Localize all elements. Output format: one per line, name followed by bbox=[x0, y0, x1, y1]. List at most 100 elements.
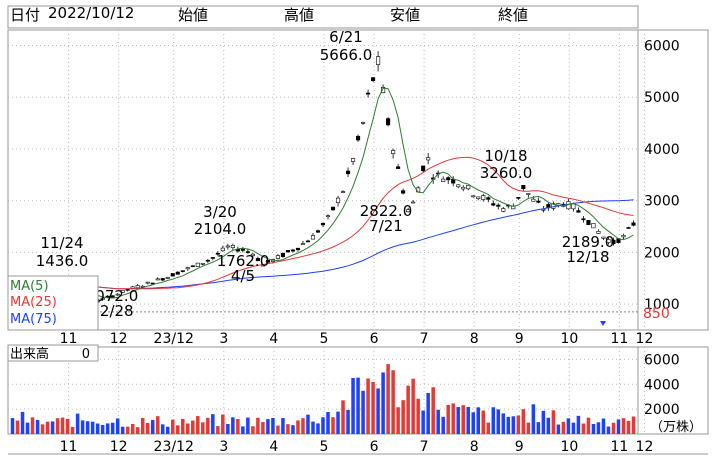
candle-body bbox=[300, 243, 306, 245]
volume-bar bbox=[211, 414, 215, 434]
volume-header-box bbox=[7, 344, 99, 362]
volume-bar bbox=[186, 423, 190, 434]
header-date-value: 2022/10/12 bbox=[48, 4, 135, 22]
volume-bar bbox=[511, 416, 516, 434]
annotation-date: 10/18 bbox=[484, 147, 527, 165]
volume-bar bbox=[90, 421, 95, 434]
volume-bar bbox=[216, 426, 220, 434]
volume-bar bbox=[261, 422, 265, 434]
candle-body bbox=[486, 197, 491, 200]
x-tick-label: 5 bbox=[319, 331, 328, 347]
ma75-line bbox=[72, 199, 634, 290]
annotation-date: 7/21 bbox=[369, 217, 403, 235]
volume-bar bbox=[160, 424, 165, 434]
volume-bar bbox=[45, 421, 50, 434]
candle-body bbox=[120, 289, 125, 293]
candle-body bbox=[305, 240, 311, 243]
candle-body bbox=[601, 236, 606, 239]
volume-bar bbox=[376, 388, 380, 434]
price-axis-frame bbox=[637, 29, 709, 331]
candle-body bbox=[215, 252, 220, 255]
candle-body bbox=[100, 297, 105, 300]
volume-bar bbox=[60, 417, 65, 434]
volume-bar bbox=[361, 390, 365, 434]
volume-bar bbox=[155, 416, 160, 434]
candle-body bbox=[576, 210, 581, 213]
volume-bar bbox=[266, 419, 270, 434]
volume-bar bbox=[196, 416, 200, 434]
candle-body bbox=[290, 249, 296, 252]
volume-bar bbox=[406, 385, 410, 434]
y-tick-label: 4000 bbox=[644, 142, 680, 158]
annotation-date: 4/5 bbox=[231, 267, 255, 285]
volume-bar bbox=[491, 407, 496, 434]
volume-bar bbox=[516, 415, 521, 434]
candle-body bbox=[481, 195, 486, 200]
volume-bar bbox=[10, 418, 15, 434]
header-open-label: 始値 bbox=[178, 6, 209, 24]
volume-bar bbox=[150, 419, 155, 434]
reference-label: 850 bbox=[643, 306, 670, 322]
annotation-value: 2104.0 bbox=[194, 220, 247, 238]
x-tick-label-bottom: 5 bbox=[319, 439, 328, 455]
x-tick-label-bottom: 8 bbox=[470, 439, 479, 455]
volume-unit: （万株） bbox=[650, 420, 702, 435]
volume-bar bbox=[496, 409, 501, 434]
volume-bar bbox=[396, 407, 400, 434]
volume-bar bbox=[591, 423, 596, 434]
volume-bar bbox=[176, 425, 180, 434]
volume-bar bbox=[135, 427, 140, 434]
volume-bar bbox=[40, 424, 45, 434]
volume-bar bbox=[140, 417, 145, 434]
volume-bar bbox=[241, 426, 245, 434]
candle-body bbox=[165, 276, 170, 279]
volume-bar bbox=[70, 426, 75, 434]
volume-bar bbox=[221, 414, 225, 434]
candle-body bbox=[606, 239, 611, 243]
candle-body bbox=[315, 230, 321, 233]
candle-body bbox=[250, 253, 255, 257]
candle-body bbox=[621, 235, 626, 238]
volume-bar bbox=[281, 418, 285, 434]
candle-body bbox=[516, 197, 521, 199]
volume-bar bbox=[416, 398, 420, 434]
volume-bar bbox=[381, 372, 385, 434]
y-tick-label: 2000 bbox=[644, 245, 680, 261]
volume-bar bbox=[616, 419, 621, 434]
y-tick-label: 1000 bbox=[644, 297, 680, 313]
volume-value: 0 bbox=[82, 347, 90, 362]
candle-body bbox=[220, 247, 225, 252]
volume-bar bbox=[441, 416, 445, 434]
x-tick-label-bottom: 7 bbox=[420, 439, 429, 455]
x-tick-label: 11 bbox=[60, 331, 78, 347]
volume-bar bbox=[581, 423, 586, 434]
volume-bar bbox=[231, 417, 235, 434]
volume-bar bbox=[401, 400, 405, 434]
volume-bar bbox=[366, 378, 370, 434]
volume-bar bbox=[421, 410, 425, 434]
volume-bar bbox=[296, 420, 300, 434]
volume-label: 出来高 bbox=[10, 346, 49, 362]
candle-body bbox=[240, 248, 245, 251]
candle-body bbox=[381, 86, 386, 94]
y-tick-label: 5000 bbox=[644, 90, 680, 106]
header-date-label: 日付 bbox=[10, 6, 41, 24]
volume-bar bbox=[521, 409, 526, 434]
ma5-legend: MA(5) bbox=[10, 279, 49, 294]
volume-bar bbox=[426, 392, 430, 434]
candle-body bbox=[340, 191, 346, 193]
candle-body bbox=[295, 247, 301, 251]
volume-bar bbox=[271, 418, 275, 434]
candle-body bbox=[330, 206, 336, 211]
candle-body bbox=[135, 285, 140, 289]
annotation-value: 1072.0 bbox=[86, 287, 139, 305]
candle-body bbox=[456, 184, 461, 188]
volume-bar bbox=[451, 403, 455, 434]
annotation-value: 2822.0 bbox=[360, 202, 413, 220]
volume-bar bbox=[35, 419, 40, 434]
candle-body bbox=[210, 257, 215, 259]
volume-bar bbox=[356, 377, 360, 434]
volume-bar bbox=[25, 422, 30, 434]
candle-body bbox=[160, 278, 165, 281]
